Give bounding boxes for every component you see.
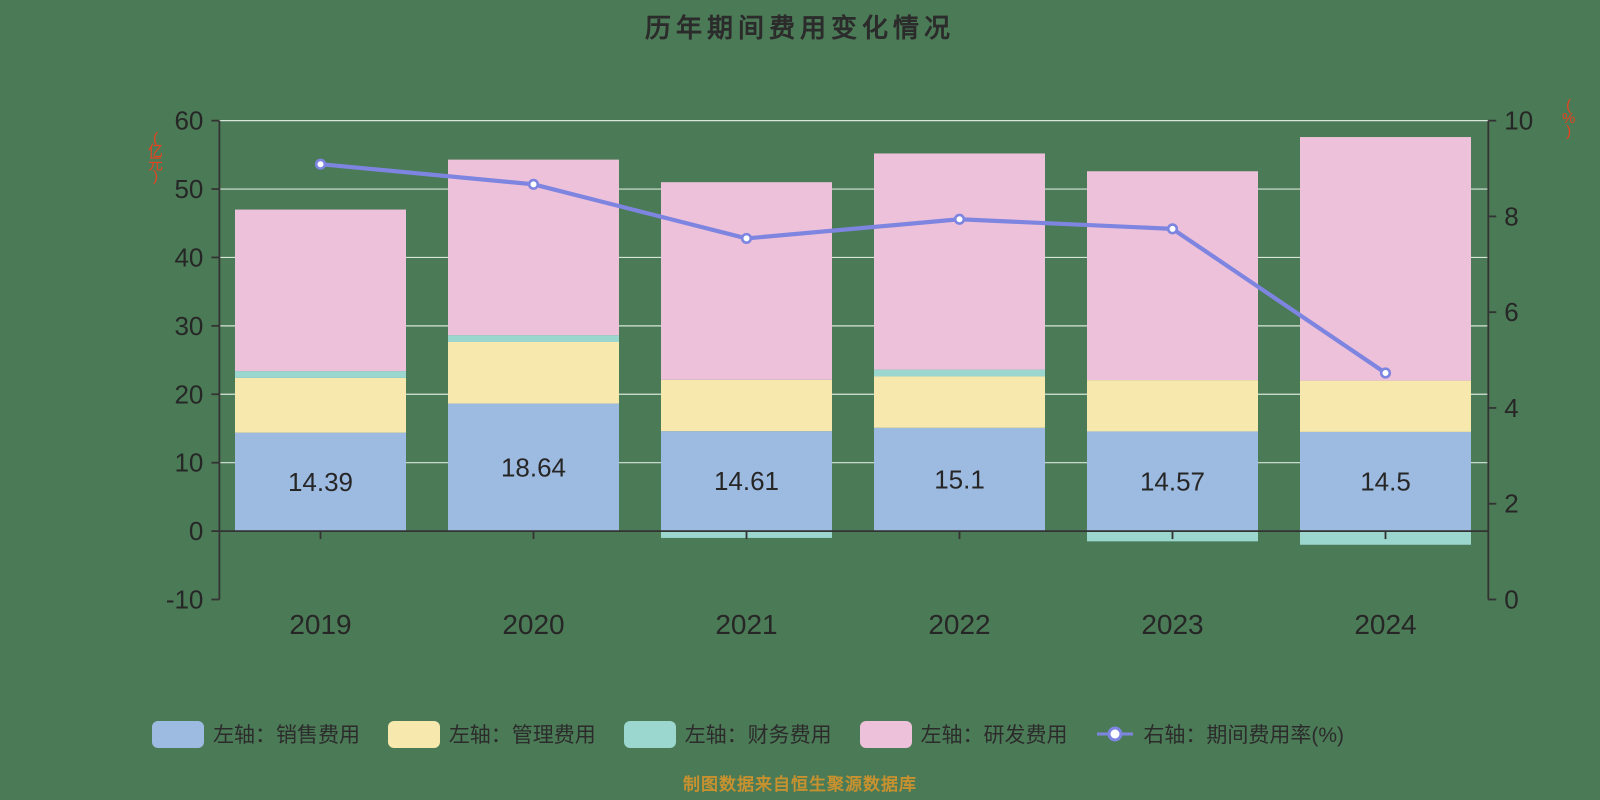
svg-text:2019: 2019 [289,609,351,640]
svg-text:14.5: 14.5 [1360,466,1411,496]
svg-text:2022: 2022 [928,609,990,640]
svg-text:2021: 2021 [715,609,777,640]
svg-text:20: 20 [174,379,203,409]
svg-text:10: 10 [1504,106,1533,136]
svg-text:2023: 2023 [1141,609,1203,640]
svg-text:60: 60 [174,106,203,136]
svg-text:2024: 2024 [1354,609,1416,640]
svg-text:-10: -10 [166,585,204,615]
svg-text:8: 8 [1504,201,1518,231]
svg-text:30: 30 [174,311,203,341]
svg-text:6: 6 [1504,297,1518,327]
svg-text:40: 40 [174,242,203,272]
svg-text:14.61: 14.61 [714,466,779,496]
svg-text:50: 50 [174,174,203,204]
svg-text:0: 0 [189,516,203,546]
svg-text:18.64: 18.64 [501,452,566,482]
svg-text:2: 2 [1504,489,1518,519]
svg-text:14.39: 14.39 [288,467,353,497]
svg-text:2020: 2020 [502,609,564,640]
svg-text:4: 4 [1504,393,1518,423]
svg-text:0: 0 [1504,585,1518,615]
svg-text:10: 10 [174,448,203,478]
svg-text:14.57: 14.57 [1140,466,1205,496]
svg-text:15.1: 15.1 [934,464,985,494]
